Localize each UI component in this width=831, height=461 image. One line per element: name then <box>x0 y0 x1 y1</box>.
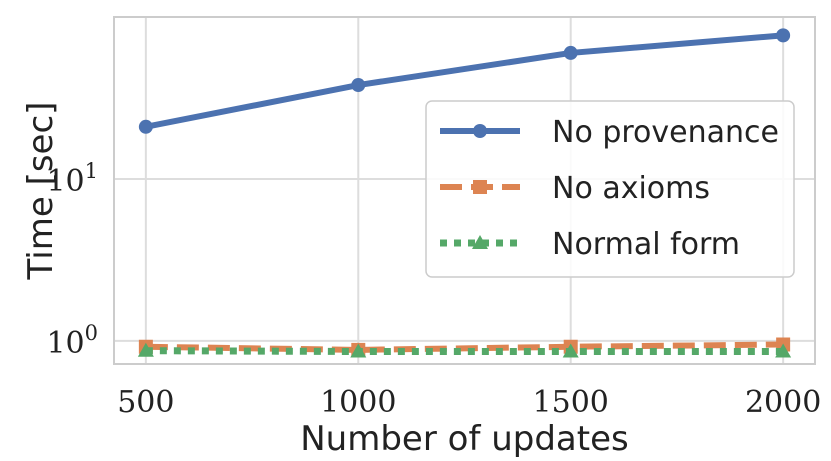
y-tick-exponent: 0 <box>85 321 98 345</box>
legend-marker <box>473 124 487 138</box>
legend-label: No axioms <box>552 171 710 206</box>
y-tick-base: 10 <box>46 164 84 199</box>
y-axis-label: Time [sec] <box>21 102 61 281</box>
y-tick-label: 101 <box>46 159 98 199</box>
y-tick-exponent: 1 <box>85 159 98 183</box>
legend: No provenance No axioms Normal form <box>425 100 795 278</box>
data-point <box>350 343 367 358</box>
data-point <box>776 28 791 43</box>
plot-area <box>113 16 816 365</box>
series-normal-form <box>137 342 792 358</box>
data-point <box>563 45 578 60</box>
x-tick-label: 1500 <box>533 385 609 420</box>
y-tick-label: 100 <box>46 321 98 361</box>
legend-label: Normal form <box>552 227 740 262</box>
legend-item: No axioms <box>440 171 710 206</box>
legend-marker <box>472 235 488 249</box>
legend-marker <box>473 180 487 194</box>
x-axis-label: Number of updates <box>300 419 628 459</box>
x-tick-label: 1000 <box>320 385 396 420</box>
data-point <box>562 343 579 358</box>
data-point <box>138 119 153 134</box>
data-point <box>137 342 154 357</box>
legend-item: Normal form <box>440 227 740 262</box>
legend-box <box>425 100 795 278</box>
data-point <box>351 78 366 93</box>
series-line <box>145 341 784 353</box>
series-line <box>145 32 784 130</box>
y-tick-base: 10 <box>46 326 84 361</box>
series-group <box>137 28 792 358</box>
data-point <box>775 343 792 358</box>
legend-label: No provenance <box>552 115 779 150</box>
x-tick-label: 500 <box>117 385 174 420</box>
legend-item: No provenance <box>440 115 779 150</box>
series-no-provenance <box>138 28 791 134</box>
x-tick-label: 2000 <box>745 385 821 420</box>
